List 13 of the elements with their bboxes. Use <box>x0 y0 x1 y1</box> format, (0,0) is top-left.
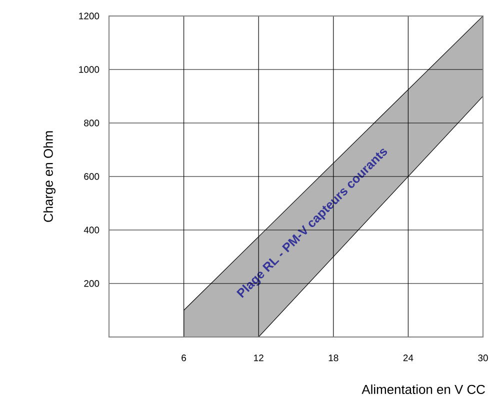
x-tick-label: 12 <box>254 354 264 362</box>
y-tick-label: 1200 <box>79 12 100 20</box>
x-tick-label: 18 <box>328 354 338 362</box>
y-tick-label: 400 <box>84 226 100 234</box>
y-tick-label: 600 <box>84 173 100 180</box>
x-tick-label: 6 <box>182 354 186 362</box>
y-axis-title: Charge en Ohm <box>43 131 56 222</box>
y-tick-label: 800 <box>84 120 100 126</box>
y-tick-label: 1000 <box>79 66 100 73</box>
x-tick-label: 30 <box>478 354 488 362</box>
y-tick-label: 200 <box>84 280 100 287</box>
x-axis-title: Alimentation en V CC <box>362 384 485 394</box>
x-tick-label: 24 <box>403 354 414 362</box>
